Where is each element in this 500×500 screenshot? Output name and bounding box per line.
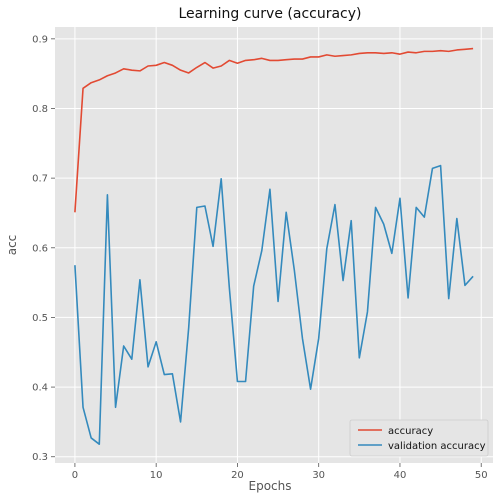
y-tick-label: 0.4 bbox=[32, 383, 48, 394]
x-tick-label: 10 bbox=[150, 470, 163, 481]
x-tick-label: 30 bbox=[312, 470, 325, 481]
y-axis-label: acc bbox=[5, 235, 19, 256]
axis-ticks: 0 10 20 30 40 50 0.3 0.4 0.5 0.6 0.7 0.8 0.9 bbox=[32, 34, 487, 481]
y-tick-label: 0.8 bbox=[32, 104, 48, 115]
x-axis-label: Epochs bbox=[249, 479, 292, 493]
series-line-validation-accuracy bbox=[74, 164, 474, 445]
y-tick-label: 0.5 bbox=[32, 313, 48, 324]
x-tick-label: 50 bbox=[475, 470, 488, 481]
legend-box bbox=[349, 419, 489, 457]
legend-label-accuracy: accuracy bbox=[388, 426, 433, 437]
y-tick-label: 0.7 bbox=[32, 174, 48, 185]
chart-title: Learning curve (accuracy) bbox=[179, 6, 362, 22]
legend-label-validation-accuracy: validation accuracy bbox=[388, 441, 486, 452]
series-lines bbox=[74, 47, 474, 445]
x-tick-label: 20 bbox=[231, 470, 244, 481]
legend: accuracy validation accuracy bbox=[349, 419, 489, 457]
x-tick-label: 40 bbox=[394, 470, 407, 481]
y-tick-label: 0.9 bbox=[32, 34, 48, 45]
series-line-accuracy bbox=[74, 47, 474, 213]
y-tick-label: 0.3 bbox=[32, 452, 48, 463]
y-tick-label: 0.6 bbox=[32, 243, 48, 254]
x-tick-label: 0 bbox=[72, 470, 78, 481]
